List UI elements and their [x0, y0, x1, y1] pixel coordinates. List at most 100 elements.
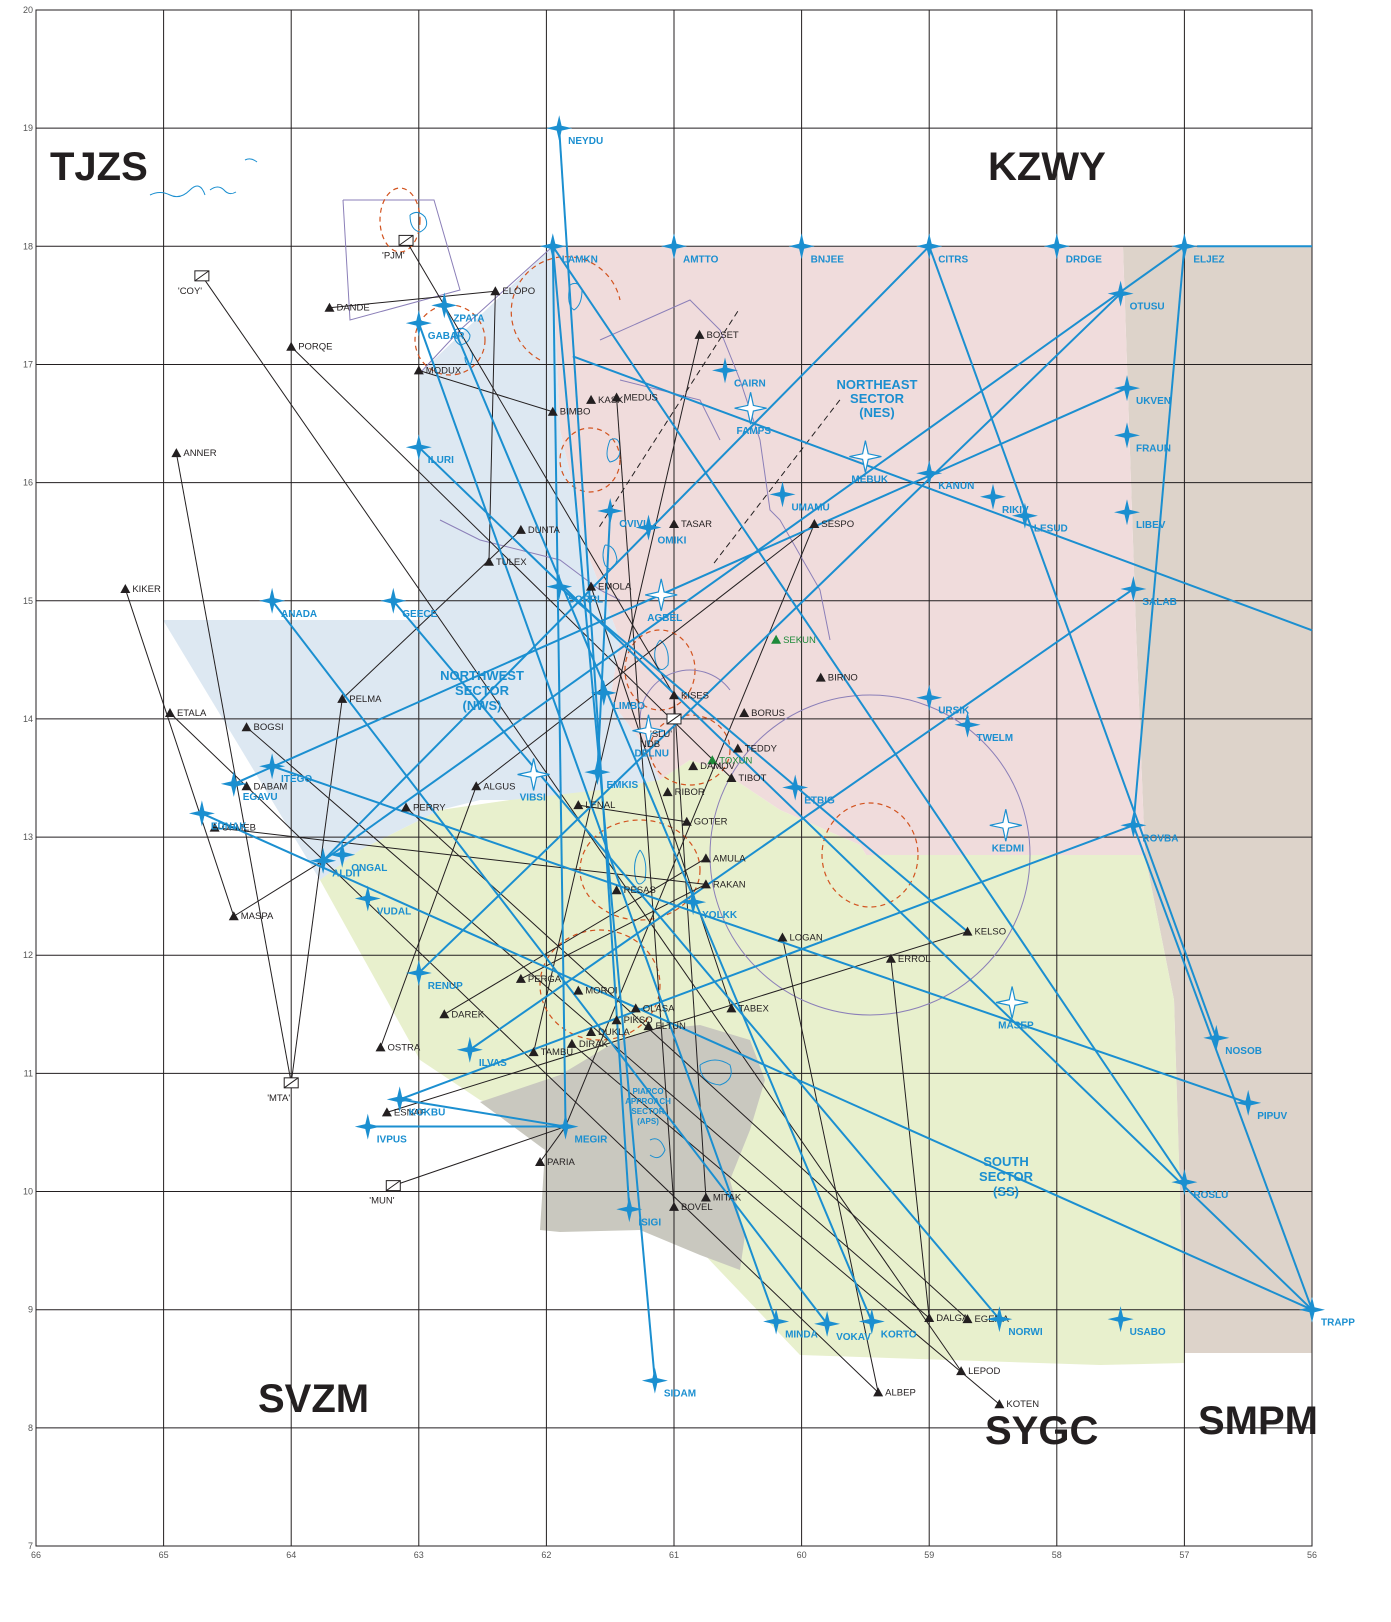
fir-label-tjzs: TJZS: [50, 145, 148, 189]
blue-airway-salab-ilvas: [469, 588, 1134, 1051]
fir-label-svzm: SVZM: [258, 1377, 369, 1421]
smpm-region: [1123, 247, 1312, 1363]
fix-label: PELMA: [349, 694, 382, 705]
waypoint-star-icon: [354, 1113, 381, 1140]
waypoint-label: CITRS: [938, 254, 968, 265]
waypoint-star-icon: [916, 684, 943, 711]
waypoint-star-icon: [980, 483, 1006, 510]
waypoint-yolkk: YOLKK: [680, 889, 738, 921]
waypoint-label: FRAUN: [1136, 443, 1171, 454]
black-airway-pjm-kises: [405, 240, 675, 696]
fix-label: RESAS: [624, 885, 656, 896]
waypoint-vudal: VUDAL: [354, 885, 411, 918]
ss-label-line2: SECTOR: [979, 1169, 1034, 1184]
waypoint-isigi: ISIGI: [616, 1196, 661, 1228]
fix-goter: GOTER: [681, 816, 728, 828]
fix-triangle: [662, 787, 673, 797]
fix-triangle: [962, 1314, 973, 1324]
waypoint-label: CAIRN: [734, 378, 766, 389]
waypoint-label: GEECE: [402, 609, 437, 620]
longitude-tick-label: 60: [797, 1550, 807, 1560]
fix-dabam: DABAM: [241, 781, 287, 792]
waypoint-trapp: TRAPP: [1299, 1296, 1355, 1329]
longitude-tick-label: 59: [924, 1550, 934, 1560]
waypoint-star-icon: [546, 573, 573, 600]
latitude-tick-label: 15: [23, 596, 33, 606]
airport-runway-icon: [398, 234, 414, 246]
blue-airway-lamkn-sidam: [551, 246, 656, 1381]
waypoint-star-icon: [916, 233, 943, 260]
waypoint-label: LIMBO: [613, 701, 645, 712]
fix-triangle: [586, 1027, 597, 1037]
blue-airway-citrs-nosob: [928, 245, 1218, 1039]
fix-triangle: [286, 341, 297, 351]
blue-airway-kokbu-megir: [399, 1098, 566, 1128]
airports: 'PJM' 'COY' 'MTA' 'MUN' 'SLU': [178, 234, 682, 1207]
waypoint-star-icon: [539, 233, 566, 260]
longitude-tick-label: 63: [414, 1550, 424, 1560]
fix-label: PERRY: [413, 803, 446, 814]
fix-label: DUNTA: [528, 525, 561, 536]
fix-kises: KISES: [669, 690, 709, 701]
fix-label: SEKUN: [783, 635, 816, 646]
waypoint-label: DELNU: [634, 749, 668, 760]
waypoint-aldit: ALDIT: [310, 847, 362, 880]
waypoint-label: TRAPP: [1321, 1318, 1355, 1329]
fix-label: RIBOR: [675, 787, 705, 798]
fix-triangle: [611, 1015, 622, 1025]
fix-label: TOXUN: [719, 755, 752, 766]
fix-label: GOTER: [694, 817, 728, 828]
blue-airway-ednak-trapp: [201, 812, 1313, 1311]
fix-porqe: PORQE: [286, 341, 333, 353]
fix-label: BIRNO: [828, 673, 858, 684]
fir-label-sygc: SYGC: [985, 1409, 1098, 1453]
waypoint-label: SALAB: [1142, 597, 1176, 608]
waypoint-ursik: URSIK: [916, 684, 970, 717]
fix-label: RAKAN: [713, 879, 746, 890]
waypoint-bnjee: BNJEE: [788, 233, 844, 265]
fix-maspa: MASPA: [228, 911, 274, 922]
waypoint-roslu: ROSLU: [1171, 1169, 1228, 1201]
nes-label-line2: SECTOR: [850, 391, 905, 406]
waypoint-star-icon: [1235, 1089, 1262, 1116]
open-waypoint-star-icon: [645, 578, 678, 612]
fix-label: ELTUN: [655, 1021, 686, 1032]
fix-lepod: LEPOD: [956, 1366, 1000, 1377]
fix-esnap: ESNAP: [381, 1107, 426, 1118]
fix-label: TIBOT: [738, 773, 766, 784]
fix-bimbo: BIMBO: [547, 406, 591, 418]
waypoint-kanun: KANUN: [916, 460, 974, 492]
fix-dalga: DALGA: [924, 1312, 969, 1324]
fix-label: ANNER: [183, 448, 216, 459]
fix-label: ELOPO: [502, 286, 535, 297]
fix-etala: ETALA: [164, 708, 207, 719]
fix-bovel: BOVEL: [669, 1201, 713, 1213]
latitude-tick-label: 10: [23, 1187, 33, 1197]
waypoint-label: KORTO: [881, 1330, 917, 1341]
fix-label: MEDUS: [624, 393, 658, 404]
black-airway-anner-'mta': [175, 452, 292, 1083]
fix-label: KASKI: [598, 395, 626, 406]
fix-label: TAMBU: [541, 1047, 574, 1058]
fix-mitak: MITAK: [700, 1192, 742, 1203]
nes-label-line1: NORTHEAST: [837, 377, 918, 392]
fix-triangle: [962, 926, 973, 936]
blue-airway-iluri-trapp: [418, 446, 1313, 1311]
waypoint-star-icon: [380, 587, 407, 614]
fix-triangle: [630, 1003, 641, 1013]
black-airway-esnap-kelso: [386, 931, 968, 1113]
waypoint-limbo: LIMBO: [590, 679, 645, 712]
fix-label: BIMBO: [560, 407, 591, 418]
black-airway-darek-amula: [444, 857, 707, 1015]
fix-label: ERROL: [898, 954, 931, 965]
fix-label: EMOLA: [598, 582, 632, 593]
black-airway-perry-egema: [405, 807, 968, 1320]
fix-label: PORQE: [298, 342, 332, 353]
black-airway-dirak-koten: [571, 1043, 1000, 1405]
fix-label: DANDE: [336, 303, 369, 314]
fix-tabex: TABEX: [726, 1003, 770, 1014]
black-airway-dande-elopo: [329, 290, 496, 309]
fix-label: OPMEB: [222, 823, 256, 834]
waypoint-ovivu: OVIVU: [597, 498, 650, 530]
waypoint-twelm: TWELM: [954, 711, 1013, 744]
